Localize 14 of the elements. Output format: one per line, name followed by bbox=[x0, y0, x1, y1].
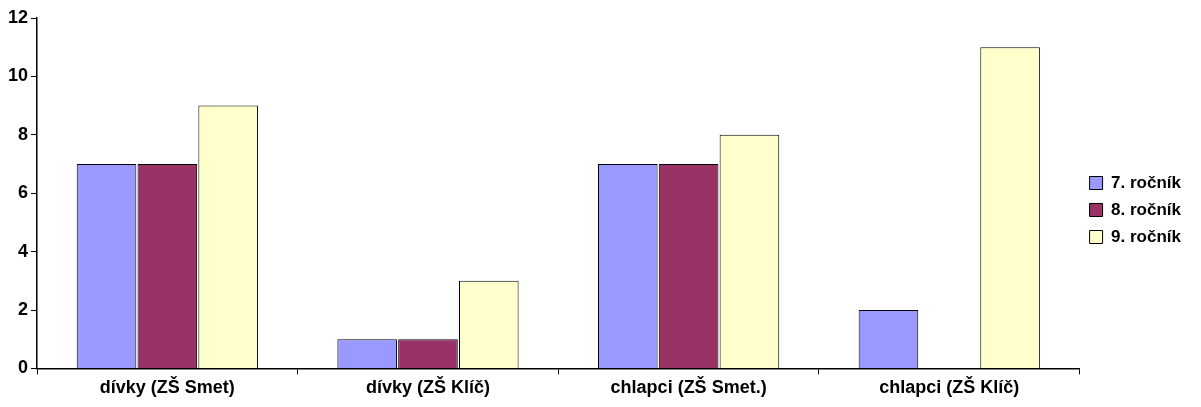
legend-label: 9. ročník bbox=[1111, 226, 1182, 246]
y-tick-label: 4 bbox=[18, 240, 29, 261]
x-tick-label: chlapci (ZŠ Smet.) bbox=[610, 376, 767, 398]
y-tick-label: 0 bbox=[18, 357, 29, 378]
y-tick-label: 12 bbox=[7, 6, 29, 27]
y-tick-label: 6 bbox=[18, 182, 29, 203]
legend-label: 7. ročník bbox=[1111, 172, 1182, 192]
legend-label: 8. ročník bbox=[1111, 199, 1182, 219]
x-tick-label: dívky (ZŠ Smet) bbox=[99, 376, 235, 398]
x-tick-label: dívky (ZŠ Klíč) bbox=[365, 376, 490, 398]
y-tick-label: 8 bbox=[18, 123, 29, 144]
x-tick-label: chlapci (ZŠ Klíč) bbox=[879, 376, 1020, 398]
y-tick-label: 10 bbox=[7, 65, 29, 86]
y-tick-label: 2 bbox=[18, 298, 29, 319]
